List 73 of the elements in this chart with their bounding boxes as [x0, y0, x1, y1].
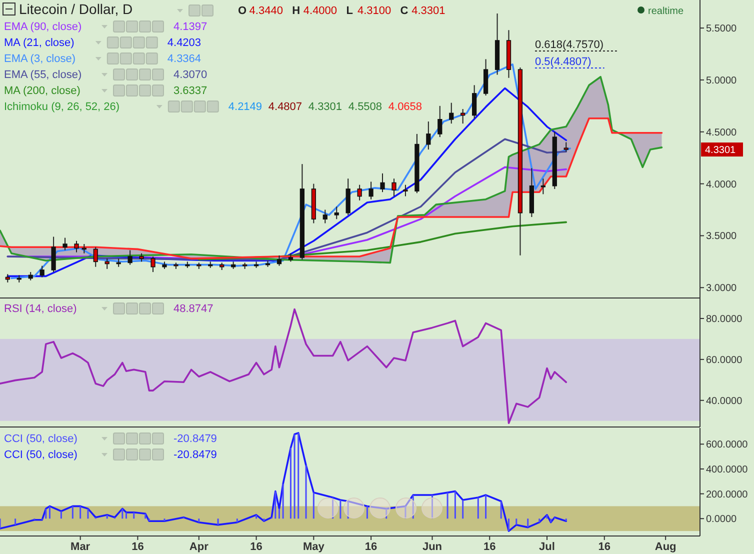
annotation: 4.3070: [174, 69, 208, 81]
x-tick-label: May: [302, 541, 326, 553]
text: RSI (14, close): [4, 303, 77, 315]
y-tick-label: 4.5000: [706, 127, 738, 138]
y-tick-label: 0.0000: [706, 514, 738, 526]
y-tick-label: 80.0000: [706, 314, 743, 325]
annotation: 4.3364: [167, 53, 202, 65]
text: Ichimoku (9, 26, 52, 26): [4, 101, 120, 113]
candlestick: [392, 178, 396, 197]
y-tick-label: 5.5000: [706, 24, 738, 35]
candlestick: [93, 246, 98, 268]
candlestick: [322, 209, 328, 224]
y-tick-label: 400.0000: [706, 464, 748, 476]
text: O 4.3440 H 4.4000 L 4.3100 C: [238, 5, 408, 17]
x-tick-label: 16: [483, 541, 496, 553]
candlestick: [540, 178, 546, 195]
x-tick-label: Aug: [654, 541, 676, 553]
text: CCI (50, close): [4, 449, 78, 461]
text: EMA (90, close): [4, 21, 82, 33]
chart-title: Litecoin / Dollar, D: [19, 1, 133, 17]
candlestick: [357, 184, 362, 201]
y-tick-label: 3.5000: [706, 231, 738, 242]
x-tick-label: 16: [132, 541, 144, 553]
candlestick: [346, 178, 350, 216]
candlestick: [438, 105, 442, 138]
x-tick-label: Mar: [70, 541, 91, 553]
candlestick: [334, 206, 339, 220]
annotation: 4.5508: [348, 101, 382, 113]
x-tick-label: Jun: [422, 541, 442, 553]
y-tick-label: 60.0000: [706, 354, 743, 366]
candlestick: [472, 84, 477, 119]
x-tick-label: Jul: [539, 541, 555, 553]
annotation: 0.5(4.4807): [535, 56, 592, 68]
text: 4.3301: [308, 101, 342, 113]
x-tick-label: Apr: [189, 541, 210, 553]
x-tick-label: 16: [250, 541, 262, 553]
text: EMA (3, close): [4, 53, 76, 65]
annotation: 4.1397: [174, 21, 208, 33]
annotation: 4.3301: [412, 5, 446, 17]
y-tick-label: 3.0000: [706, 283, 738, 294]
annotation: 4.4807: [268, 101, 302, 113]
candlestick: [426, 120, 431, 150]
y-tick-label: 40.0000: [706, 396, 743, 407]
annotation: 48.8747: [174, 303, 214, 315]
y-tick-label: 4.0000: [706, 179, 738, 190]
candlestick: [403, 184, 408, 197]
candlestick: [276, 254, 282, 266]
annotation: 4.3301: [705, 145, 736, 156]
annotation: realtime: [648, 6, 684, 17]
y-tick-label: 5.0000: [706, 75, 738, 86]
candlestick: [128, 250, 132, 266]
y-tick-label: 200.0000: [706, 489, 748, 500]
x-tick-label: 16: [364, 541, 378, 553]
candlestick: [368, 181, 374, 200]
y-tick-label: 600.0000: [706, 440, 748, 451]
text: EMA (55, close): [4, 69, 82, 81]
annotation: 3.6337: [174, 85, 208, 97]
annotation: 4.2149: [228, 101, 262, 113]
text: CCI (50, close): [4, 433, 78, 445]
candlestick: [150, 256, 156, 273]
annotation: -20.8479: [174, 433, 217, 445]
annotation: 4.0658: [388, 101, 422, 113]
line-series: [198, 221, 568, 260]
text: MA (21, close): [4, 37, 74, 49]
candlestick: [564, 142, 568, 152]
candlestick: [483, 58, 488, 96]
candlestick: [449, 102, 454, 124]
annotation: 4.4203: [167, 37, 202, 49]
annotation: 0.618(4.7570): [535, 39, 604, 51]
text: MA (200, close): [4, 85, 80, 97]
x-tick-label: 16: [598, 541, 610, 553]
candlestick: [380, 172, 385, 193]
annotation: -20.8479: [174, 449, 217, 461]
